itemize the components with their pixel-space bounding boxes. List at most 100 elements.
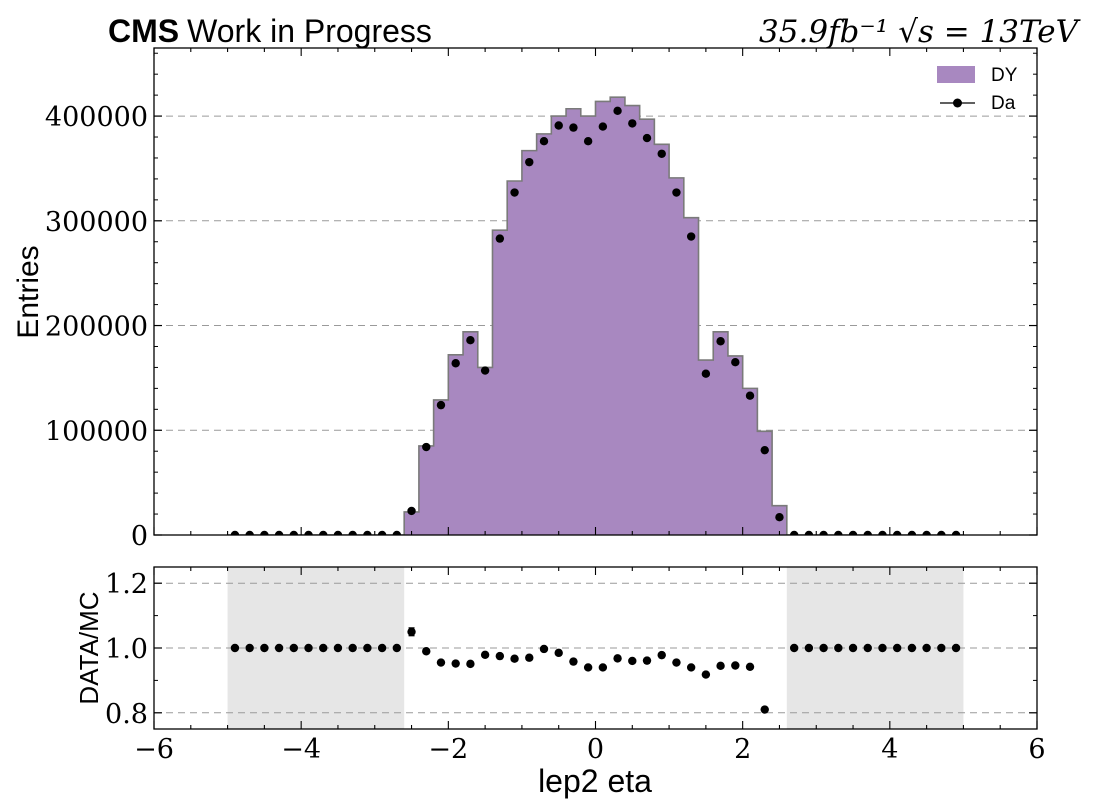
ratio-point [760,705,769,714]
ratio-point [716,661,725,671]
ratio-point [274,643,284,653]
legend-label-data: Da [991,93,1016,114]
data-point [569,123,578,132]
lumi-energy-label: 35.9fb⁻¹ √s = 13TeV [759,14,1082,50]
main-y-tick-label: 200000 [45,312,148,343]
main-y-tick-label: 300000 [45,207,148,238]
ratio-point [819,643,828,653]
data-point [304,530,313,535]
dy-bin [639,119,655,535]
ratio-point [451,659,460,668]
dy-bin [566,108,582,535]
header-title: CMS Work in Progress [108,13,432,49]
dy-bin [757,431,773,535]
ratio-point [951,643,961,653]
data-point [892,530,902,535]
data-point [230,530,240,535]
ratio-point [377,643,387,653]
data-point [363,530,372,535]
ratio-point [745,662,755,671]
ratio-point [628,656,637,666]
dy-bin [713,331,729,535]
data-point [583,137,593,146]
data-point [701,369,711,378]
legend-swatch-dy [937,66,975,83]
ratio-y-tick-label: 1.2 [105,569,148,600]
data-point [422,442,431,452]
dy-bin [418,445,435,535]
data-point [760,445,769,455]
ratio-point [598,663,608,672]
data-point [451,359,460,368]
x-tick-label: 4 [881,734,898,765]
data-point [642,133,652,143]
data-points [230,106,961,535]
ratio-point [407,627,416,636]
ratio-point [863,643,872,653]
ratio-point [422,647,431,656]
ratio-y-tick-label: 1.0 [105,634,148,665]
x-tick-label: −6 [134,734,174,765]
x-tick-label: 0 [587,734,604,765]
ratio-axis-ticks: 0.8 1.0 1.2 −6 −4 −2 0 2 4 6 [105,567,1046,765]
x-tick-label: 2 [734,734,751,765]
data-point [628,119,637,128]
sqrt-symbol: √ [898,14,918,50]
status-label: Work in Progress [187,13,432,49]
dy-histogram [227,96,964,535]
ratio-point [583,663,593,672]
data-point [672,188,681,197]
y-axis-label: Entries [12,245,45,338]
data-point [863,530,872,535]
data-point [951,530,961,535]
data-point [510,188,519,197]
dy-bin [536,133,552,535]
data-point [495,234,505,243]
data-point [731,357,740,367]
data-point [598,122,608,131]
data-point [775,512,784,522]
data-point [716,337,725,346]
data-point [319,530,328,535]
data-point [289,530,299,535]
ratio-point [304,643,313,653]
ratio-point [789,643,799,653]
ratio-point [466,659,475,669]
ratio-point [672,658,681,667]
dy-bin [669,177,685,535]
ratio-plot-panel: 0.8 1.0 1.2 −6 −4 −2 0 2 4 6 DATA/MC lep2 eta [74,566,1046,799]
dy-bin [477,367,493,535]
dy-bin [492,230,508,535]
legend-marker-data [953,98,962,108]
ratio-point [525,653,534,662]
main-y-tick-label: 0 [131,521,148,552]
main-gridlines [154,115,1037,431]
ratio-point [319,643,328,653]
data-point [392,530,402,535]
dy-bin [610,97,626,535]
x-tick-label: 6 [1028,734,1045,765]
data-point [937,530,946,535]
ratio-point [848,643,858,653]
ratio-point [230,643,240,653]
energy-label: s = 13TeV [918,14,1082,50]
ratio-point [539,644,549,654]
data-point [466,336,475,345]
ratio-point [480,650,490,660]
data-point [834,530,843,535]
dy-bin [580,116,596,535]
ratio-point [613,654,622,663]
ratio-point [495,651,505,661]
ratio-point [392,643,402,653]
data-point [745,391,755,400]
dy-bin [404,511,420,535]
x-tick-label: −4 [281,734,321,765]
data-point [245,530,254,535]
ratio-point [333,643,343,653]
dy-bin [654,144,670,535]
ratio-point [348,643,357,653]
data-point [657,149,666,158]
dy-bin [507,181,523,535]
data-point [613,106,622,116]
ratio-point [834,643,843,653]
